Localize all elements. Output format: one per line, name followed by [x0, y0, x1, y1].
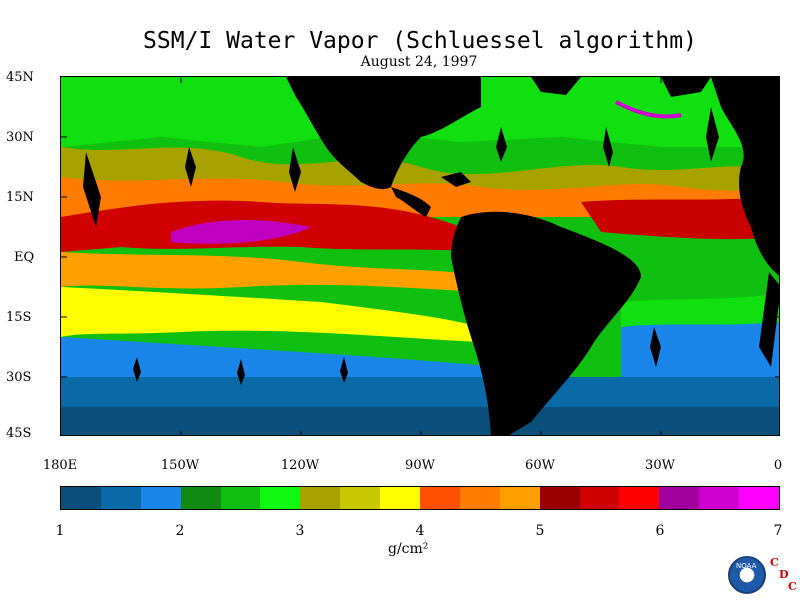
- colorbar-swatch: [579, 487, 620, 509]
- colorbar-tick-4: 4: [415, 523, 425, 539]
- lat-label-45s: 45S: [6, 426, 32, 441]
- map-canvas: [61, 77, 779, 435]
- data-gap-2: [185, 147, 196, 187]
- lat-label-30s: 30S: [6, 370, 32, 385]
- lon-label-30w: 30W: [645, 458, 675, 473]
- colorbar-swatch: [380, 487, 421, 509]
- water-vapor-map: [60, 76, 780, 436]
- itcz-atlantic: [581, 197, 779, 240]
- band-light-blue: [61, 337, 501, 377]
- europe-fragment: [661, 77, 711, 97]
- lon-label-90w: 90W: [405, 458, 435, 473]
- data-gap-6: [706, 107, 719, 162]
- colorbar-swatch: [300, 487, 341, 509]
- colorbar-swatch: [659, 487, 700, 509]
- colorbar-tick-3: 3: [295, 523, 305, 539]
- colorbar-swatch: [61, 487, 101, 509]
- colorbar-tick-6: 6: [655, 523, 665, 539]
- data-gap-10: [340, 357, 348, 383]
- north-america-landmass: [286, 77, 481, 190]
- lat-label-45n: 45N: [6, 70, 34, 85]
- caribbean-island: [441, 172, 471, 187]
- colorbar: [60, 486, 780, 510]
- south-atlantic-blue: [621, 322, 779, 377]
- colorbar-tick-2: 2: [175, 523, 185, 539]
- colorbar-swatch: [180, 487, 221, 509]
- data-gap-8: [133, 357, 141, 382]
- lat-label-15s: 15S: [6, 310, 32, 325]
- lon-label-150w: 150W: [160, 458, 200, 473]
- lat-label-15n: 15N: [6, 190, 34, 205]
- data-gap-9: [237, 359, 245, 385]
- band-yellow-south: [61, 287, 481, 342]
- cdc-logo-letter-d: D: [779, 568, 789, 581]
- cdc-logo-letter-c2: C: [788, 580, 797, 593]
- band-deep-south: [61, 407, 779, 435]
- colorbar-units: g/cm²: [388, 541, 429, 557]
- data-gap-3: [289, 147, 301, 192]
- central-america-landmass: [391, 187, 431, 217]
- lon-label-180e: 180E: [42, 458, 78, 473]
- colorbar-swatch: [340, 487, 381, 509]
- colorbar-swatch: [459, 487, 500, 509]
- colorbar-swatch: [739, 487, 780, 509]
- colorbar-tick-5: 5: [535, 523, 545, 539]
- date-subtitle: August 24, 1997: [360, 54, 478, 70]
- lat-label-eq: EQ: [14, 250, 35, 265]
- data-gap-5: [603, 127, 613, 167]
- colorbar-swatch: [140, 487, 181, 509]
- africa-landmass: [711, 77, 779, 276]
- greenland-fragment: [531, 77, 581, 95]
- colorbar-swatch: [100, 487, 141, 509]
- noaa-logo-text: NOAA: [736, 562, 757, 570]
- colorbar-swatch: [499, 487, 540, 509]
- lon-label-60w: 60W: [525, 458, 555, 473]
- band-orange-south: [61, 252, 481, 292]
- cdc-logo-letter-c1: C: [770, 556, 779, 569]
- colorbar-swatch: [539, 487, 580, 509]
- colorbar-swatch: [699, 487, 740, 509]
- colorbar-tick-7: 7: [773, 523, 783, 539]
- colorbar-swatch: [260, 487, 301, 509]
- colorbar-tick-1: 1: [55, 523, 65, 539]
- lon-label-120w: 120W: [280, 458, 320, 473]
- chart-title: SSM/I Water Vapor (Schluessel algorithm): [143, 28, 697, 54]
- data-gap-1: [83, 152, 101, 227]
- lon-label-0: 0: [773, 458, 783, 473]
- magenta-streak: [615, 100, 682, 119]
- colorbar-swatch: [619, 487, 660, 509]
- data-gap-11: [650, 327, 661, 367]
- lat-label-30n: 30N: [6, 130, 34, 145]
- map-tick-marks: [61, 77, 779, 435]
- south-america-landmass: [451, 211, 641, 435]
- data-gap-4: [496, 127, 507, 162]
- data-gap-7: [759, 272, 779, 367]
- colorbar-swatch: [420, 487, 460, 509]
- noaa-logo: [728, 556, 766, 594]
- colorbar-swatch: [220, 487, 261, 509]
- high-vapor-core: [171, 220, 311, 244]
- south-atlantic-green: [621, 292, 779, 327]
